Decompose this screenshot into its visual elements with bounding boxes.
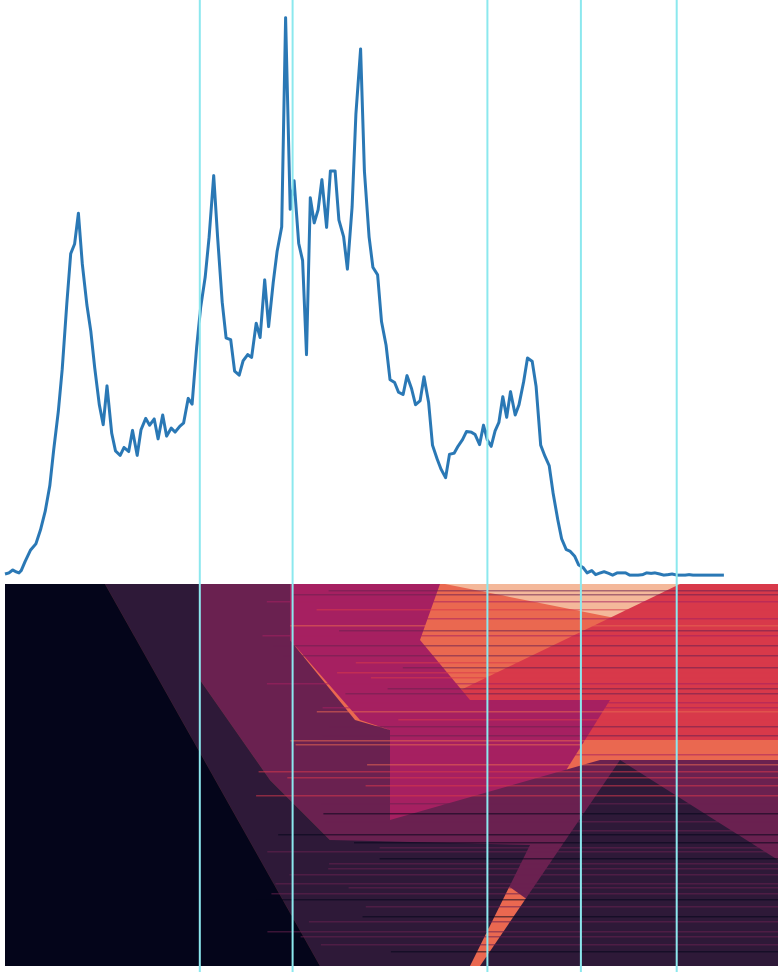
- heatmap-streak: [273, 645, 778, 647]
- heatmap-streak: [295, 744, 778, 746]
- heatmap-streak: [339, 630, 778, 632]
- heatmap-streak: [365, 906, 778, 908]
- heatmap-streak: [289, 874, 778, 876]
- heatmap: [5, 584, 778, 966]
- heatmap-streak: [290, 740, 778, 742]
- heatmap-streak: [390, 951, 778, 953]
- heatmap-streak: [308, 921, 778, 923]
- heatmap-streak: [325, 821, 778, 823]
- heatmap-streak: [352, 702, 778, 704]
- heatmap-streak: [345, 693, 778, 695]
- heatmap-streak: [316, 609, 778, 611]
- heatmap-streak: [266, 683, 778, 685]
- heatmap-streak: [353, 618, 778, 620]
- heatmap-streak: [337, 672, 778, 674]
- heatmap-band-1: [105, 584, 530, 966]
- heatmap-streak: [266, 601, 778, 603]
- heatmap-streak: [387, 688, 778, 690]
- heatmap-streak: [271, 893, 778, 895]
- vertical-markers: [198, 0, 678, 972]
- heatmap-streak: [362, 916, 778, 918]
- series-line-0: [4, 16, 724, 577]
- heatmap-streak: [320, 944, 778, 946]
- heatmap-streak: [355, 662, 778, 664]
- heatmap-streak: [367, 764, 778, 766]
- heatmap-streak: [275, 883, 778, 885]
- heatmap-streak: [329, 863, 778, 865]
- heatmap-streak: [400, 754, 778, 756]
- histogram-plot: [4, 16, 724, 577]
- heatmap-streak: [300, 936, 778, 938]
- heatmap-streak: [322, 707, 778, 709]
- heatmap-streak: [256, 795, 778, 797]
- heatmap-streak: [328, 590, 778, 592]
- heatmap-streak: [290, 625, 778, 627]
- heatmap-streak: [267, 931, 778, 933]
- heatmap-streak: [379, 858, 778, 860]
- heatmap-streak: [287, 777, 778, 779]
- heatmap-streak: [278, 834, 778, 836]
- heatmap-streak: [322, 735, 778, 737]
- heatmap-streak: [262, 635, 778, 637]
- heatmap-streak: [402, 667, 778, 669]
- heatmap-streak: [291, 594, 778, 596]
- heatmap-streak: [283, 655, 778, 657]
- heatmap-streak: [329, 726, 778, 728]
- heatmap-band-0: [5, 584, 320, 966]
- heatmap-streak: [316, 711, 778, 713]
- heatmap-streak: [328, 868, 778, 870]
- heatmap-streak: [348, 887, 778, 889]
- heatmap-streak: [321, 803, 778, 805]
- heatmap-streak: [267, 851, 778, 853]
- heatmap-streak: [379, 847, 778, 849]
- heatmap-streak: [323, 813, 778, 815]
- heatmap-streak: [389, 830, 778, 832]
- heatmap-streak: [354, 842, 778, 844]
- heatmap-streak: [256, 899, 778, 901]
- heatmap-streak: [365, 785, 778, 787]
- heatmap-streak: [398, 719, 778, 721]
- heatmap-streak: [258, 771, 778, 773]
- heatmap-streak: [370, 677, 778, 679]
